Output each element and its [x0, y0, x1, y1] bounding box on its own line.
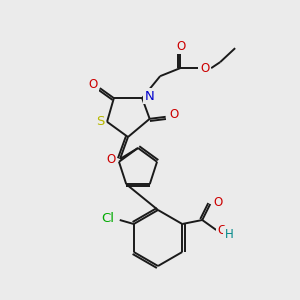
- Text: Cl: Cl: [101, 212, 114, 224]
- Text: O: O: [218, 224, 227, 236]
- Text: O: O: [106, 153, 116, 166]
- Text: O: O: [176, 40, 186, 52]
- Text: N: N: [144, 90, 154, 103]
- Text: O: O: [169, 108, 178, 121]
- Text: S: S: [96, 115, 104, 128]
- Text: H: H: [225, 227, 234, 241]
- Text: O: O: [214, 196, 223, 208]
- Text: H: H: [106, 155, 116, 169]
- Text: O: O: [88, 78, 98, 91]
- Text: O: O: [200, 61, 210, 75]
